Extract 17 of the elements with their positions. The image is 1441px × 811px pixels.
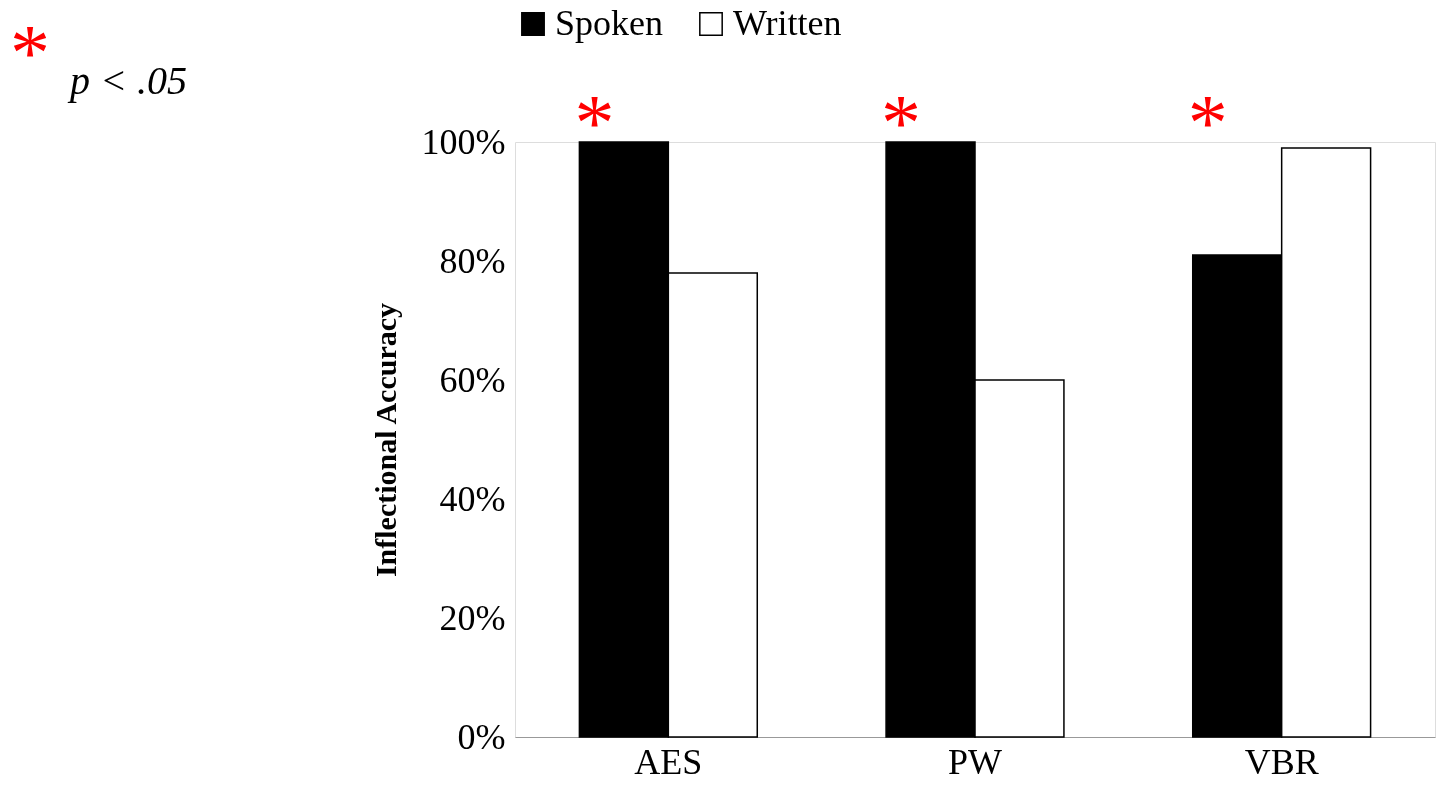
text: p < .05 bbox=[67, 58, 187, 103]
text: * bbox=[10, 9, 50, 97]
y-tick-label: 100% bbox=[421, 121, 506, 162]
x-tick-label: VBR bbox=[1244, 741, 1319, 782]
annotation: * bbox=[881, 79, 922, 167]
y-axis-title: Inflectional Accuracy bbox=[368, 302, 402, 578]
x-tick-label: AES bbox=[634, 741, 703, 782]
y-tick-label: 60% bbox=[439, 359, 506, 400]
y-tick-label: 0% bbox=[457, 716, 506, 757]
legend-label: Written bbox=[733, 3, 842, 43]
y-tick-label: 40% bbox=[439, 478, 506, 519]
annotation: * bbox=[1187, 79, 1228, 167]
annotation: * bbox=[574, 79, 615, 167]
y-tick-label: 80% bbox=[439, 240, 506, 281]
x-tick-label: PW bbox=[948, 741, 1003, 782]
legend-label: Spoken bbox=[555, 3, 663, 43]
y-tick-label: 20% bbox=[439, 597, 506, 638]
